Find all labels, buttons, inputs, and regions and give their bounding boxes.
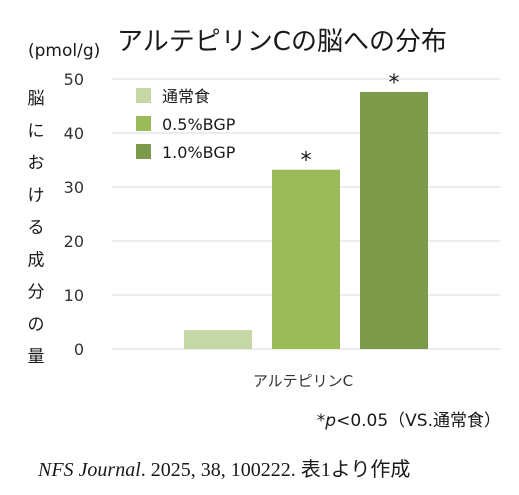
y-tick-40: 40 [64, 124, 84, 143]
y-axis-label-char: 分 [28, 283, 45, 303]
legend: 通常食 0.5%BGP 1.0%BGP [136, 87, 236, 162]
source-journal: NFS Journal [38, 459, 141, 481]
y-tick-50: 50 [64, 70, 84, 89]
legend-label-3: 1.0%BGP [162, 143, 236, 162]
bar-1 [184, 330, 252, 349]
y-tick-30: 30 [64, 178, 84, 197]
x-category-label: アルテピリンC [253, 372, 353, 390]
y-tick-0: 0 [74, 340, 84, 359]
legend-swatch-3 [136, 144, 151, 159]
significance-markers: ** [301, 71, 400, 174]
significance-star-3: * [389, 71, 400, 96]
footnote-p: p [325, 411, 337, 431]
y-axis-ticks: 0 10 20 30 40 50 [64, 70, 84, 359]
bars [184, 91, 428, 350]
y-axis-label-char: 量 [28, 347, 45, 367]
y-axis-label-char: に [28, 121, 45, 141]
y-axis-label-char: の [28, 315, 45, 335]
y-tick-10: 10 [64, 286, 84, 305]
y-axis-label-char: お [28, 154, 45, 174]
y-axis-label-char: け [28, 186, 45, 206]
y-axis-label-char: 脳 [28, 89, 45, 109]
chart-title: アルテピリンCの脳への分布 [117, 27, 447, 57]
legend-swatch-2 [136, 116, 151, 131]
significance-footnote: *p<0.05（VS.通常食） [317, 406, 501, 431]
legend-label-1: 通常食 [162, 87, 210, 106]
footnote-text: <0.05（VS.通常食） [336, 411, 501, 431]
y-tick-20: 20 [64, 232, 84, 251]
significance-star-2: * [301, 149, 312, 174]
source-citation: NFS Journal. 2025, 38, 100222. 表1より作成 [38, 453, 410, 482]
x-axis-categories: アルテピリンC [253, 372, 353, 390]
y-axis-label-char: 成 [28, 250, 45, 270]
bar-3 [360, 91, 428, 350]
y-unit-label: (pmol/g) [28, 41, 100, 61]
legend-label-2: 0.5%BGP [162, 115, 236, 134]
y-axis-label-char: る [28, 218, 45, 238]
legend-swatch-1 [136, 88, 151, 103]
source-details: . 2025, 38, 100222. 表1より作成 [140, 459, 411, 481]
bar-2 [272, 169, 340, 349]
footnote-star: * [316, 411, 326, 431]
